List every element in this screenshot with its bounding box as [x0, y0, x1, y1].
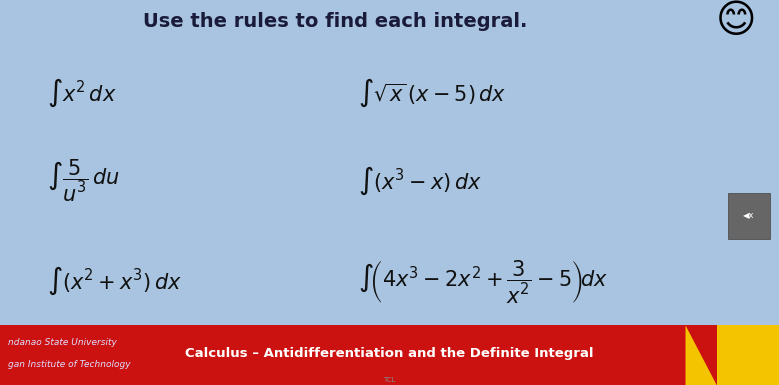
Text: $\int (x^3-x)\,dx$: $\int (x^3-x)\,dx$	[358, 165, 482, 197]
Bar	[728, 192, 770, 239]
Text: $\int x^2\,dx$: $\int x^2\,dx$	[47, 76, 117, 109]
Text: gan Institute of Technology: gan Institute of Technology	[8, 360, 130, 368]
Text: Calculus – Antidifferentiation and the Definite Integral: Calculus – Antidifferentiation and the D…	[185, 348, 594, 360]
Text: 😊: 😊	[716, 2, 756, 40]
Text: ndanao State University: ndanao State University	[8, 338, 117, 346]
Bar	[0, 325, 717, 385]
Bar	[717, 325, 779, 385]
Text: $\int \dfrac{5}{u^3}\,du$: $\int \dfrac{5}{u^3}\,du$	[47, 158, 120, 204]
Bar	[0, 0, 779, 325]
Text: $\int (x^2+x^3)\,dx$: $\int (x^2+x^3)\,dx$	[47, 265, 182, 297]
Text: ◀x: ◀x	[743, 211, 755, 220]
Text: $\int \!\left(4x^3-2x^2+\dfrac{3}{x^2}-5\right)\!dx$: $\int \!\left(4x^3-2x^2+\dfrac{3}{x^2}-5…	[358, 258, 608, 305]
Text: $\int \sqrt{x}\,(x-5)\,dx$: $\int \sqrt{x}\,(x-5)\,dx$	[358, 76, 506, 109]
Polygon shape	[686, 325, 717, 385]
Text: TCL: TCL	[383, 377, 396, 383]
Text: Use the rules to find each integral.: Use the rules to find each integral.	[143, 12, 527, 30]
